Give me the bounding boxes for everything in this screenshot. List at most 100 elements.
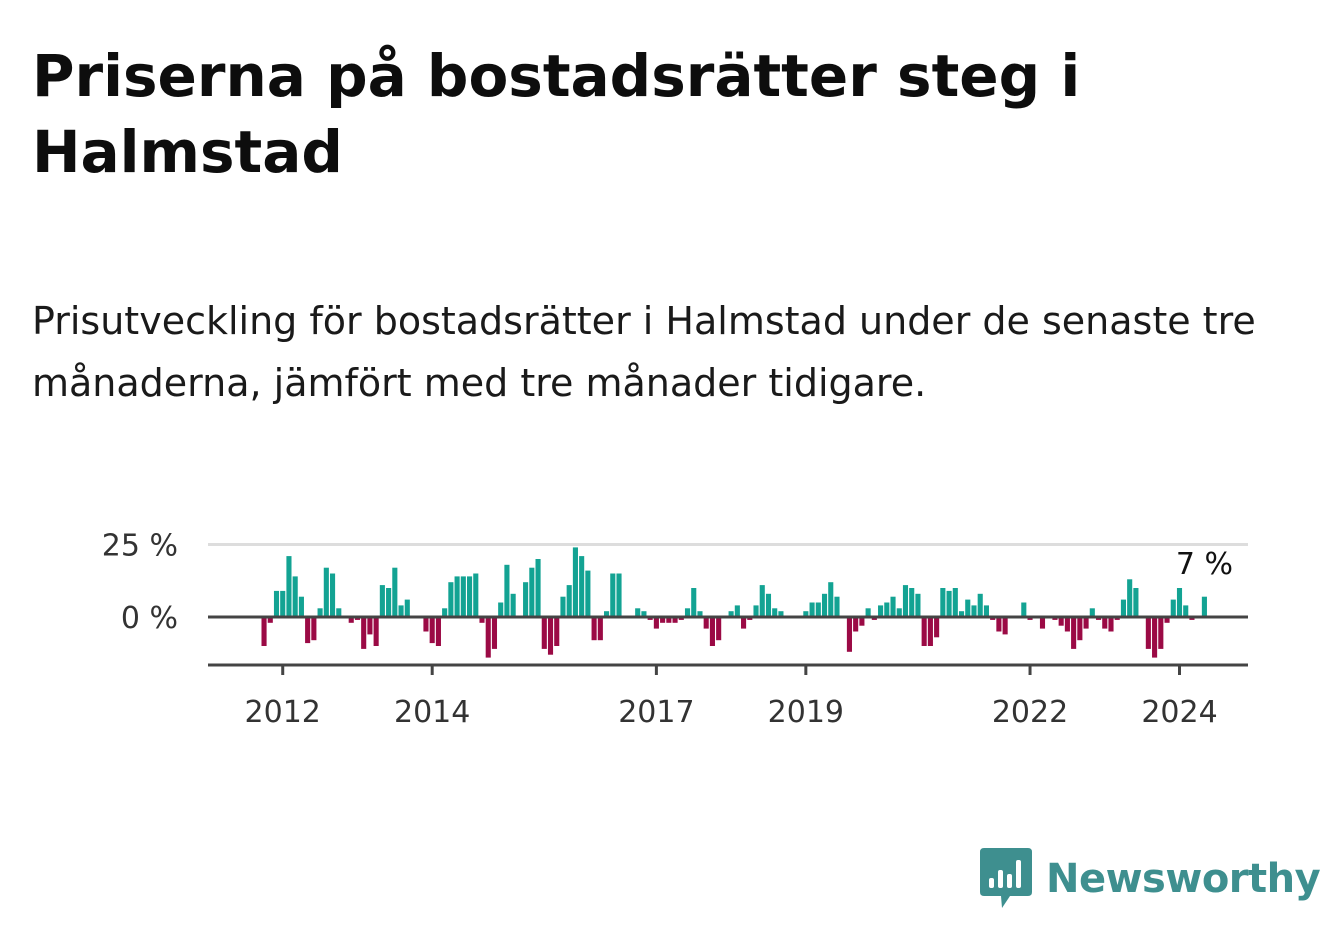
bar: [1183, 605, 1189, 617]
bar: [653, 617, 659, 629]
bar: [491, 617, 498, 649]
bar: [554, 617, 560, 646]
x-tick-label: 2024: [1141, 695, 1217, 730]
bar: [971, 605, 977, 617]
bar: [803, 611, 809, 617]
chart-subtitle: Prisutveckling för bostadsrätter i Halms…: [32, 299, 1256, 405]
bar: [878, 605, 884, 617]
bar: [672, 617, 678, 623]
bar: [442, 608, 448, 617]
bar: [684, 608, 691, 617]
bar: [1002, 617, 1008, 635]
bar: [1133, 588, 1139, 617]
bar: [896, 608, 902, 617]
bar: [361, 617, 367, 649]
bar: [1071, 617, 1077, 649]
bar: [566, 585, 572, 617]
bar: [298, 596, 304, 617]
bar: [317, 608, 323, 617]
bar: [379, 585, 385, 617]
bar: [386, 588, 392, 617]
bar: [765, 593, 772, 617]
bar: [336, 608, 342, 617]
bar: [367, 617, 373, 635]
bar: [734, 605, 740, 617]
bar: [498, 602, 504, 617]
bar: [529, 567, 535, 617]
bar: [759, 585, 765, 617]
bar: [616, 573, 622, 617]
bar: [703, 617, 709, 629]
bar: [753, 605, 759, 617]
bar: [934, 617, 940, 638]
bar: [547, 617, 554, 655]
bar: [597, 617, 603, 641]
bar: [778, 611, 784, 617]
bar: [435, 617, 441, 646]
bar: [485, 617, 491, 658]
bar: [921, 617, 927, 646]
bar: [691, 588, 697, 617]
bar: [504, 564, 510, 617]
bar: [697, 611, 703, 617]
bar: [809, 602, 815, 617]
bar: [1077, 617, 1083, 641]
x-tick-label: 2022: [992, 695, 1068, 730]
bar: [1176, 588, 1183, 617]
bar: [510, 593, 516, 617]
bar: [292, 576, 298, 617]
chart-title: Priserna på bostadsrätter steg i Halmsta…: [32, 42, 1081, 186]
bar: [280, 590, 286, 617]
newsworthy-logo-icon: [980, 848, 1032, 908]
bar: [927, 617, 933, 646]
bar: [261, 617, 267, 646]
brand-name: Newsworthy: [1046, 856, 1321, 902]
bar: [884, 602, 890, 617]
bar: [821, 593, 828, 617]
bar: [865, 608, 871, 617]
bar: [535, 559, 541, 617]
x-tick-label: 2019: [768, 695, 844, 730]
bar: [709, 617, 715, 646]
bar: [1170, 599, 1176, 617]
bar: [329, 573, 336, 617]
bar: [977, 593, 983, 617]
bar: [902, 585, 909, 617]
bar: [1021, 602, 1027, 617]
bar: [311, 617, 317, 641]
bar: [666, 617, 672, 623]
bar: [859, 617, 865, 626]
bar: [741, 617, 747, 629]
bar: [853, 617, 859, 632]
bar: [834, 596, 840, 617]
bar: [572, 547, 578, 617]
bar: [1145, 617, 1151, 649]
bar: [1108, 617, 1114, 632]
bar: [815, 602, 821, 617]
bar: [579, 556, 585, 617]
bar: [660, 617, 666, 623]
bar: [1120, 599, 1127, 617]
bar: [448, 582, 454, 617]
bar: [915, 593, 921, 617]
bar: [305, 617, 311, 644]
bar: [1102, 617, 1108, 629]
bar: [454, 576, 460, 617]
bar: [560, 596, 566, 617]
bar: [1158, 617, 1164, 649]
last-value-label: 7 %: [1176, 547, 1233, 582]
bar: [635, 608, 641, 617]
bar: [728, 611, 734, 617]
x-tick-label: 2014: [394, 695, 470, 730]
bar: [467, 576, 473, 617]
bar: [541, 617, 547, 649]
bar: [828, 582, 834, 617]
bar: [373, 617, 379, 646]
bar: [958, 611, 965, 617]
x-tick-label: 2012: [245, 695, 321, 730]
newsworthy-logo: Newsworthy: [980, 848, 1321, 910]
bar: [460, 576, 466, 617]
bar: [348, 617, 354, 623]
bar: [267, 617, 273, 623]
bar: [1064, 617, 1070, 632]
